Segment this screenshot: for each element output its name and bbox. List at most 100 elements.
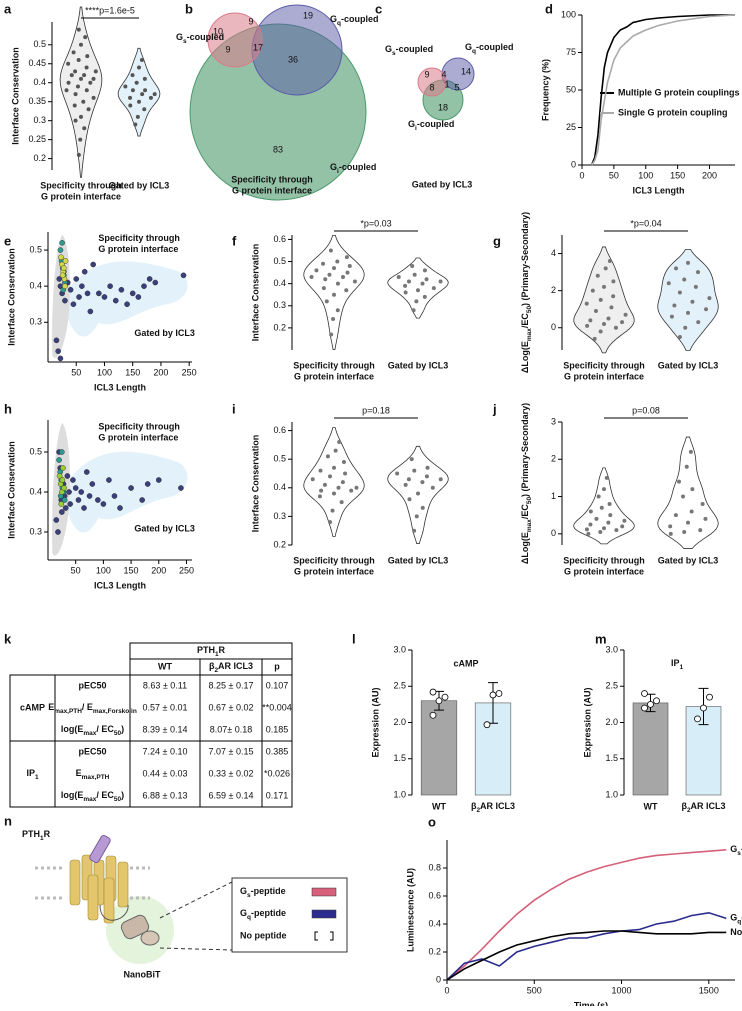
data-point — [684, 464, 689, 469]
region-shape — [52, 234, 70, 358]
table-cell: log(Emax/ EC50) — [61, 724, 124, 737]
data-point — [349, 488, 354, 493]
y-tick-label: 0.3 — [273, 511, 286, 521]
data-point — [69, 73, 74, 78]
data-point — [130, 88, 135, 93]
text-part: E — [76, 768, 82, 778]
data-point — [345, 270, 350, 275]
data-point — [592, 336, 597, 341]
data-point — [332, 266, 336, 271]
data-point — [586, 531, 591, 536]
data-point — [412, 528, 417, 533]
x-axis-label: Time (s) — [574, 1000, 608, 1006]
icl-loop — [99, 904, 129, 921]
subscript: 1 — [215, 651, 219, 658]
region-shape — [62, 451, 188, 533]
data-point — [328, 248, 333, 253]
y-tick-label: 1.5 — [393, 753, 406, 763]
data-point — [112, 297, 119, 304]
data-point — [83, 469, 90, 475]
text-part: -coupled — [417, 119, 455, 129]
data-point — [593, 309, 598, 314]
table-cell: 6.59 ± 0.14 — [209, 790, 254, 800]
text-part: / E — [82, 702, 93, 712]
venn-count: 17 — [253, 42, 263, 52]
data-point — [602, 322, 606, 327]
set-label: Gs-coupled — [176, 32, 224, 45]
venn-count: 4 — [441, 69, 446, 79]
subscript: 1 — [40, 835, 44, 842]
text-part: R — [219, 645, 226, 655]
group-label: Gated by ICL3 — [388, 555, 449, 565]
text-part: PTH — [22, 829, 40, 839]
data-point — [323, 277, 328, 282]
helix — [69, 859, 81, 906]
data-point — [333, 448, 338, 453]
data-point — [673, 513, 678, 518]
region-label: G protein interface — [98, 432, 178, 442]
y-tick-label: 0.4 — [273, 278, 286, 288]
y-tick-label: 0.3 — [29, 526, 42, 536]
data-point — [668, 524, 673, 529]
data-point — [330, 508, 335, 513]
table-cell: 0.67 ± 0.02 — [209, 702, 254, 712]
subscript: q — [337, 20, 341, 27]
data-point — [137, 65, 141, 70]
data-point — [134, 80, 139, 85]
significance-label: *p=0.04 — [630, 218, 661, 228]
y-tick-label: 0.2 — [273, 539, 286, 549]
panel-letter: f — [232, 233, 237, 248]
data-point — [335, 259, 340, 264]
data-point — [676, 479, 681, 484]
x-tick-label: 0 — [579, 170, 584, 180]
venn-count: 83 — [273, 144, 283, 154]
subscript: 2 — [214, 667, 218, 674]
y-tick-label: 0.5 — [29, 244, 42, 254]
data-point — [344, 255, 349, 260]
data-point — [590, 288, 595, 293]
data-point — [73, 118, 78, 123]
data-point — [53, 517, 60, 523]
violin — [573, 467, 635, 545]
y-tick-label: 2.5 — [605, 681, 618, 691]
data-point — [101, 294, 108, 300]
data-point — [595, 273, 600, 278]
data-point — [76, 152, 81, 157]
legend-swatch — [311, 909, 337, 919]
replicate-point — [429, 711, 437, 719]
x-tick-label: WT — [644, 801, 658, 811]
x-tick-label: 100 — [638, 170, 653, 180]
group-label: G protein interface — [41, 191, 121, 201]
data-point — [67, 286, 74, 293]
data-point — [79, 114, 83, 119]
membrane — [35, 866, 150, 900]
data-point — [584, 301, 589, 306]
data-point — [88, 80, 93, 85]
data-point — [124, 301, 130, 308]
data-point — [59, 477, 66, 483]
text-part: / EC — [96, 790, 114, 800]
data-point — [57, 247, 64, 253]
y-axis-label: Expression (AU) — [582, 687, 592, 757]
data-point — [420, 281, 425, 286]
data-point — [700, 502, 705, 506]
y-axis-label: Luminescence (AU) — [405, 868, 415, 952]
table-cell: 8.07± 0.18 — [210, 724, 252, 734]
nanobit-part — [120, 914, 150, 940]
data-point — [321, 286, 326, 291]
replicate-point — [653, 697, 660, 705]
y-tick-label: 0.6 — [428, 890, 441, 900]
ligand — [89, 834, 111, 864]
data-point — [100, 501, 107, 507]
replicate-point — [435, 697, 443, 705]
data-point — [689, 509, 694, 514]
data-point — [81, 99, 86, 104]
data-point — [144, 481, 151, 487]
data-point — [73, 69, 78, 74]
panel-letter: o — [428, 814, 436, 829]
subscript: 50 — [114, 730, 122, 737]
data-point — [139, 497, 145, 503]
significance-label: *p=0.03 — [360, 218, 391, 228]
data-point — [420, 480, 425, 485]
x-tick-label: β2AR ICL3 — [681, 801, 725, 814]
